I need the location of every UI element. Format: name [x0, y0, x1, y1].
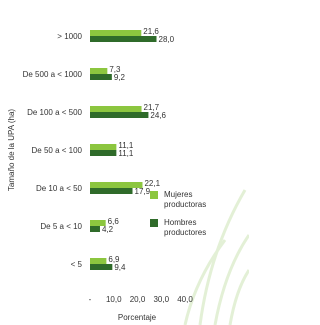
legend-item: Mujeres productoras: [150, 190, 240, 210]
bar: [90, 188, 133, 194]
legend-label: Hombres productores: [164, 218, 219, 238]
bar: [90, 36, 157, 42]
y-tick-label: De 5 a < 10: [40, 222, 82, 231]
bar: [90, 264, 112, 270]
legend-label: Mujeres productoras: [164, 190, 219, 210]
chart: Tamaño de la UPA (ha) Porcentaje - 10,0 20…: [0, 0, 249, 325]
bar: [90, 74, 112, 80]
bar: [90, 144, 116, 150]
page: Tamaño de la UPA (ha) Porcentaje - 10,0 20…: [0, 0, 249, 325]
bar: [90, 112, 148, 118]
y-axis-label: Tamaño de la UPA (ha): [7, 109, 16, 191]
bar: [90, 226, 100, 232]
bar: [90, 258, 106, 264]
y-tick-label: De 50 a < 100: [32, 146, 83, 155]
x-tick-label: -: [89, 295, 92, 304]
grass-blade: [200, 190, 245, 325]
y-tick-label: De 10 a < 50: [36, 184, 83, 193]
y-tick-label: De 500 a < 1000: [23, 70, 83, 79]
legend-swatch: [150, 219, 158, 227]
legend-item: Hombres productores: [150, 218, 240, 238]
value-label: 9,2: [114, 73, 126, 82]
value-label: 28,0: [159, 35, 175, 44]
bar: [90, 30, 141, 36]
value-label: 21,6: [143, 27, 159, 36]
value-label: 9,4: [114, 263, 126, 272]
value-label: 17,9: [135, 187, 151, 196]
value-label: 24,6: [150, 111, 166, 120]
x-tick-label: 30,0: [153, 295, 169, 304]
bar: [90, 150, 116, 156]
y-tick-label: > 1000: [57, 32, 82, 41]
background-decoration: [185, 190, 249, 325]
legend-swatch: [150, 191, 158, 199]
y-tick-label: De 100 a < 500: [27, 108, 82, 117]
x-tick-label: 10,0: [106, 295, 122, 304]
x-tick-label: 20,0: [130, 295, 146, 304]
bar: [90, 106, 142, 112]
x-axis-label: Porcentaje: [118, 313, 157, 322]
bar: [90, 68, 107, 74]
x-tick-label: 40,0: [177, 295, 193, 304]
y-tick-label: < 5: [71, 260, 83, 269]
grass-blade: [230, 270, 249, 325]
value-label: 11,1: [118, 149, 134, 158]
value-label: 4,2: [102, 225, 114, 234]
